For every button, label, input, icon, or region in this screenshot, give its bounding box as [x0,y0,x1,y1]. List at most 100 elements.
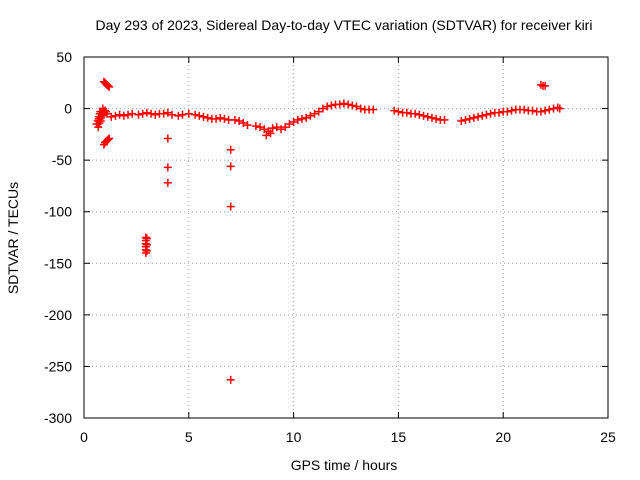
data-point [348,101,357,110]
y-tick-label: -150 [44,255,72,271]
data-point [191,110,200,119]
data-point [293,115,302,124]
data-point [262,131,271,140]
data-point [243,121,252,130]
data-point [411,109,420,118]
data-point [318,104,327,113]
data-point [507,106,516,115]
data-point [277,125,286,134]
y-tick-label: -100 [44,204,72,220]
data-point [230,115,239,124]
x-tick-label: 0 [80,429,88,445]
data-point [104,81,113,90]
data-point [281,123,290,132]
data-point [195,111,204,120]
data-point [344,100,353,109]
data-point [111,111,120,120]
data-point [212,114,221,123]
data-point [163,108,172,117]
data-point [226,162,235,171]
data-point [478,111,487,120]
data-point [503,107,512,116]
data-point [541,81,550,90]
data-point [423,112,432,121]
ticks-layer: 0 5 10 15 20 25 50 0 -50 -100 -150 -200 -250 -300 [44,49,616,445]
data-point [128,109,137,118]
data-point [555,104,564,113]
data-point [226,202,235,211]
x-tick-label: 15 [391,429,407,445]
data-point [465,114,474,123]
data-point [119,111,128,120]
data-point [394,107,403,116]
data-point [142,108,151,117]
data-point [98,111,107,120]
x-axis-label: GPS time / hours [291,457,398,473]
data-point [235,116,244,125]
data-point [415,110,424,119]
data-point [541,106,550,115]
data-point [251,122,260,131]
y-tick-label: -50 [52,152,72,168]
data-point [95,119,104,128]
data-point [327,101,336,110]
data-point [536,107,545,116]
data-point [402,108,411,117]
data-point [419,111,428,120]
data-point [474,112,483,121]
data-point [289,117,298,126]
data-point [239,119,248,128]
data-point [432,114,441,123]
y-tick-label: -200 [44,307,72,323]
data-point [138,109,147,118]
x-tick-label: 10 [286,429,302,445]
data-point [124,110,133,119]
data-point [520,105,529,114]
data-point [306,111,315,120]
data-point [302,113,311,122]
data-point [469,113,478,122]
data-point [369,105,378,114]
data-point [163,134,172,143]
data-point [94,123,103,132]
data-point [107,112,116,121]
data-point [115,110,124,119]
data-point [461,115,470,124]
data-point [335,100,344,109]
data-point [151,110,160,119]
data-point [260,125,269,134]
x-tick-label: 5 [185,429,193,445]
data-point [339,99,348,108]
data-point [486,109,495,118]
y-tick-label: 50 [56,49,72,65]
y-tick-label: 0 [64,101,72,117]
data-point [545,105,554,114]
data-point [440,115,449,124]
data-point [272,123,281,132]
data-point [495,108,504,117]
data-point [352,102,361,111]
data-point [168,110,177,119]
x-tick-label: 25 [600,429,616,445]
data-point [163,178,172,187]
data-point [226,375,235,384]
data-point [457,116,466,125]
data-point [268,124,277,133]
data-point [297,114,306,123]
data-point [142,246,151,255]
data-point [105,82,114,91]
data-point [390,106,399,115]
data-point [427,113,436,122]
data-point [256,123,265,132]
chart-title: Day 293 of 2023, Sidereal Day-to-day VTE… [96,17,593,33]
data-point [134,110,143,119]
data-point [266,129,275,138]
y-tick-label: -300 [44,410,72,426]
data-point [105,134,114,143]
data-point [220,114,229,123]
data-point [285,120,294,129]
data-point [528,106,537,115]
data-point [159,109,168,118]
data-point [226,145,235,154]
